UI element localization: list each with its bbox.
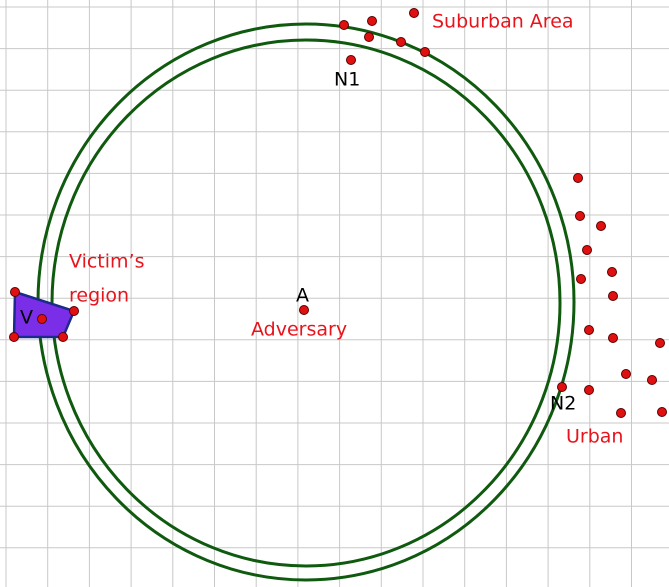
n2-label: N2 [550, 393, 576, 415]
point [647, 375, 657, 385]
point [657, 407, 667, 417]
urban-label: Urban [566, 426, 623, 448]
points [9, 8, 667, 418]
point [10, 287, 20, 297]
point [607, 267, 617, 277]
point [621, 369, 631, 379]
point [557, 382, 567, 392]
point [575, 211, 585, 221]
point [576, 274, 586, 284]
victim-label: region [69, 285, 129, 307]
point [299, 305, 309, 315]
point [584, 325, 594, 335]
point [364, 32, 374, 42]
point [69, 306, 79, 316]
adversary-label: Adversary [251, 319, 347, 341]
point [608, 291, 618, 301]
point [582, 245, 592, 255]
point [608, 333, 618, 343]
point [616, 408, 626, 418]
point [420, 47, 430, 57]
point [409, 8, 419, 18]
point [367, 16, 377, 26]
point [346, 55, 356, 65]
point [596, 221, 606, 231]
point [37, 314, 47, 324]
point [655, 338, 665, 348]
point [573, 173, 583, 183]
point [58, 332, 68, 342]
victim-label: Victim’s [69, 251, 144, 273]
suburban-label: Suburban Area [432, 11, 574, 33]
n1-label: N1 [334, 69, 360, 91]
point [396, 37, 406, 47]
a-label: A [296, 285, 309, 307]
v-label: V [20, 307, 33, 329]
point [339, 20, 349, 30]
point [584, 385, 594, 395]
point [9, 332, 19, 342]
